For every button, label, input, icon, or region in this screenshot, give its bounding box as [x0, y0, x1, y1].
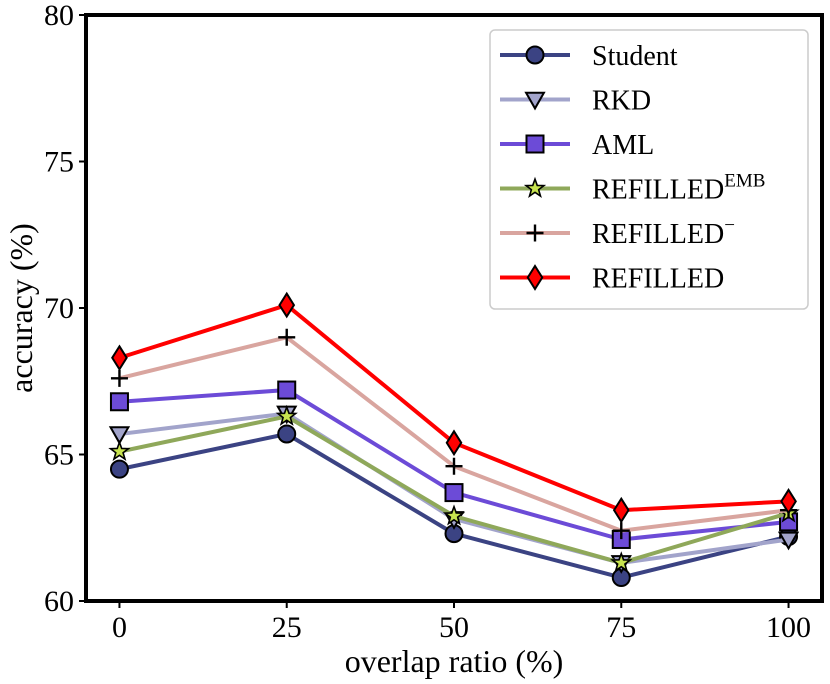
- data-point-refilled: [111, 344, 128, 372]
- data-point-refilled-emb: [275, 404, 298, 426]
- data-point-student: [109, 459, 129, 479]
- y-axis-label: accuracy (%): [3, 223, 39, 393]
- legend-item-aml: AML: [500, 130, 654, 161]
- legend-item-student: Student: [500, 41, 678, 72]
- legend-label-rkd: RKD: [592, 86, 651, 117]
- legend: StudentRKDAMLREFILLEDEMBREFILLED−REFILLE…: [489, 29, 809, 310]
- legend-marker-refilled: [526, 264, 544, 291]
- data-point-refilled-emb: [108, 439, 131, 462]
- series-line-refilled: [118, 303, 789, 513]
- legend-label-superscript: −: [724, 215, 735, 236]
- data-point-refilled: [445, 429, 463, 457]
- x-tick-label: 75: [606, 611, 636, 644]
- axes-layer: 0 25 50 75 100 60 65 70 75 80: [44, 0, 811, 644]
- x-axis-label: overlap ratio (%): [345, 643, 564, 679]
- x-tick-label: 0: [112, 611, 127, 644]
- y-tick-label: 60: [44, 585, 74, 618]
- data-point-student: [277, 424, 297, 444]
- y-tick-label: 80: [44, 0, 74, 32]
- data-point-refilled: [612, 522, 630, 540]
- y-tick-label: 75: [44, 146, 74, 179]
- legend-marker-refilled: [526, 224, 544, 242]
- legend-label-student: Student: [592, 41, 678, 72]
- data-point-aml: [277, 380, 297, 400]
- legend-label-aml: AML: [592, 130, 654, 161]
- legend-marker-rkd: [524, 91, 546, 111]
- data-point-refilled-emb: [442, 504, 466, 526]
- data-point-refilled: [780, 488, 797, 515]
- y-tick-label: 70: [44, 292, 74, 325]
- legend-label-superscript: EMB: [724, 171, 765, 192]
- legend-item-refilled: REFILLED: [500, 264, 724, 295]
- x-tick-label: 50: [439, 611, 469, 644]
- data-point-refilled: [278, 291, 296, 319]
- x-tick-label: 100: [766, 611, 811, 644]
- series-refilled: [111, 291, 797, 524]
- x-tick-label: 25: [272, 611, 302, 644]
- y-tick-label: 65: [44, 439, 74, 472]
- data-point-aml: [109, 392, 129, 412]
- legend-label-refilled: REFILLED: [592, 264, 724, 295]
- legend-marker-refilled-emb: [523, 176, 547, 198]
- legend-marker-aml: [525, 134, 545, 154]
- legend-marker-student: [525, 45, 545, 65]
- data-point-aml: [444, 483, 464, 503]
- series-layer: [108, 291, 800, 588]
- data-point-refilled: [612, 496, 630, 524]
- data-point-refilled: [110, 369, 128, 387]
- data-point-rkd: [777, 531, 800, 551]
- legend-item-rkd: RKD: [500, 86, 651, 117]
- data-point-refilled-emb: [610, 551, 633, 573]
- legend-label-refilled: REFILLED−: [592, 215, 735, 250]
- data-point-rkd: [108, 426, 131, 445]
- data-point-refilled: [278, 328, 296, 346]
- data-point-refilled: [445, 457, 463, 475]
- legend-item-refilled: REFILLED−: [500, 215, 735, 250]
